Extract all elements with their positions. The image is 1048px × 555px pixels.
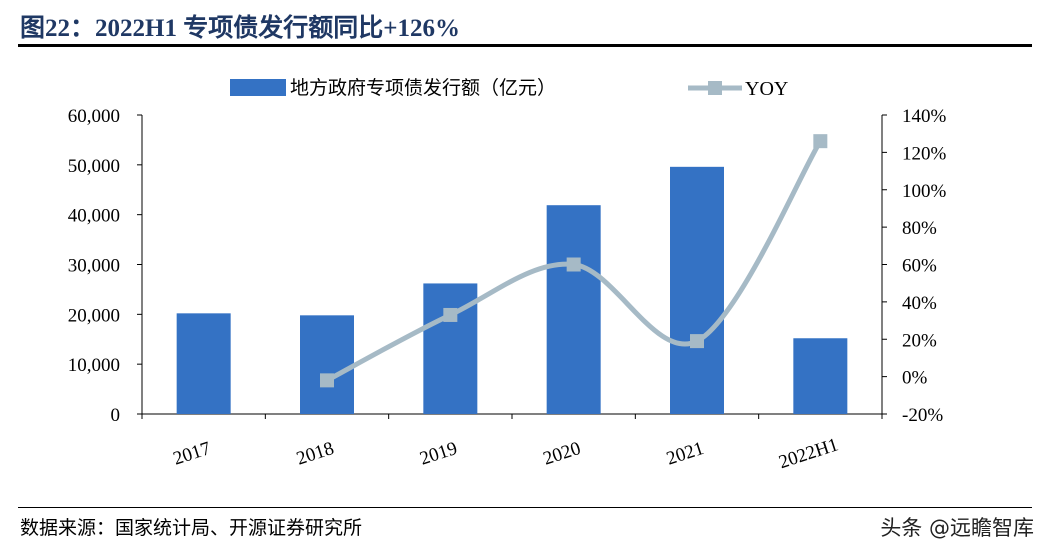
- left-tick-label: 10,000: [68, 355, 120, 376]
- legend-bar-label: 地方政府专项债发行额（亿元）: [290, 77, 556, 99]
- legend-line-label: YOY: [745, 78, 788, 100]
- right-tick-label: 40%: [902, 293, 937, 314]
- right-tick-label: 100%: [902, 181, 947, 202]
- yoy-line: [325, 139, 823, 383]
- watermark: 头条 @远瞻智库: [880, 516, 1034, 540]
- right-tick-label: 60%: [902, 256, 937, 277]
- right-tick-label: -20%: [902, 405, 943, 426]
- yoy-marker: [690, 334, 704, 349]
- source-rule: [18, 507, 1032, 508]
- left-tick-label: 60,000: [68, 106, 120, 127]
- right-tick-label: 140%: [902, 106, 947, 127]
- left-tick-label: 50,000: [68, 156, 120, 177]
- bar-2021: [670, 166, 724, 414]
- right-tick-label: 20%: [902, 330, 937, 351]
- x-tick-label: 2018: [294, 438, 337, 470]
- legend-bar-swatch: [230, 79, 286, 96]
- x-tick-label: 2017: [171, 438, 214, 470]
- right-tick-label: 80%: [902, 218, 937, 239]
- bar-2018: [300, 315, 354, 414]
- left-tick-label: 20,000: [68, 305, 120, 326]
- bar-2022H1: [793, 338, 848, 414]
- source-note: 数据来源：国家统计局、开源证券研究所: [20, 518, 363, 539]
- x-tick-label: 2022H1: [776, 434, 841, 473]
- yoy-marker: [566, 257, 581, 272]
- yoy-marker: [813, 134, 828, 149]
- left-tick-label: 30,000: [68, 256, 120, 277]
- chart-title: 图22：2022H1 专项债发行额同比+126%: [20, 15, 460, 42]
- bar-2020: [546, 205, 601, 414]
- title-rule: [18, 44, 1032, 47]
- x-tick-label: 2020: [541, 438, 584, 470]
- left-tick-label: 0: [111, 405, 121, 426]
- legend-line-marker: [708, 81, 722, 95]
- left-tick-label: 40,000: [68, 206, 120, 227]
- x-tick-label: 2021: [664, 438, 707, 470]
- right-tick-label: 120%: [902, 143, 947, 164]
- x-tick-label: 2019: [417, 438, 460, 470]
- bar-2017: [176, 313, 231, 414]
- right-tick-label: 0%: [902, 368, 928, 389]
- yoy-marker: [443, 307, 458, 322]
- yoy-marker: [320, 373, 334, 388]
